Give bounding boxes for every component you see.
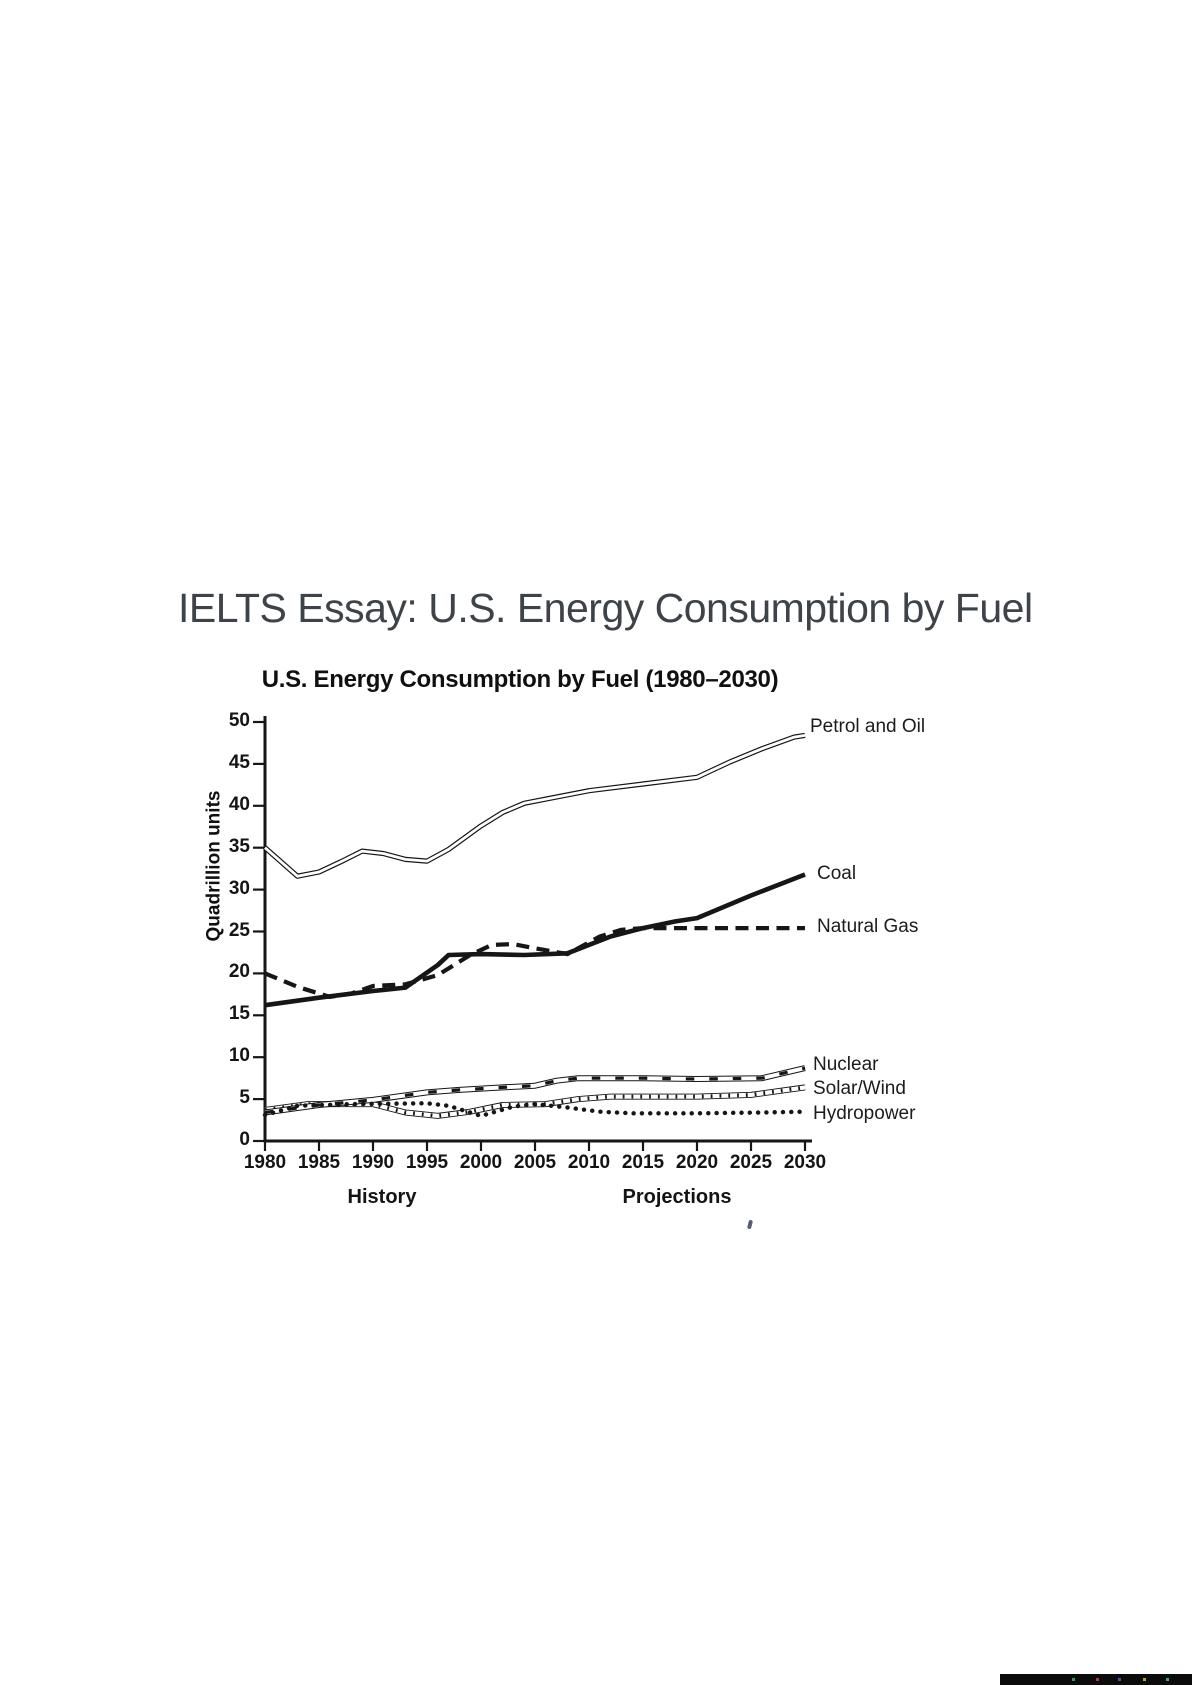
y-tick-label: 45 <box>228 751 250 773</box>
series-label-nuclear: Nuclear <box>813 1054 879 1075</box>
pixel-speck <box>1118 1678 1121 1681</box>
x-tick-label: 2005 <box>513 1152 557 1173</box>
x-tick-label: 1980 <box>243 1152 287 1173</box>
y-tick-label: 20 <box>228 961 250 983</box>
x-tick-label: 2025 <box>729 1152 773 1173</box>
series-line-petrol-and-oil <box>263 732 806 879</box>
series-line-natural-gas <box>264 925 805 1000</box>
pixel-speck <box>1096 1678 1099 1681</box>
x-tick-label: 1985 <box>297 1152 341 1173</box>
pixel-speck <box>1166 1678 1169 1681</box>
chart-title: U.S. Energy Consumption by Fuel (1980–20… <box>261 666 779 693</box>
x-tick-label: 2015 <box>621 1152 665 1173</box>
x-tick-label: 2010 <box>567 1152 611 1173</box>
series-label-hydropower: Hydropower <box>813 1103 916 1124</box>
y-tick-label: 0 <box>239 1129 250 1150</box>
screen-edge-artifact-bar <box>1000 1674 1192 1685</box>
series-label-coal: Coal <box>817 863 857 884</box>
y-tick-label: 35 <box>228 835 250 857</box>
series-line-nuclear <box>264 1066 806 1115</box>
y-tick-label: 10 <box>228 1045 250 1067</box>
series-label-solar-wind: Solar/Wind <box>813 1078 906 1099</box>
series-label-petrol-and-oil: Petrol and Oil <box>810 716 926 737</box>
y-tick-label: 5 <box>239 1087 250 1109</box>
y-tick-label: 50 <box>228 710 250 731</box>
series-label-natural-gas: Natural Gas <box>817 916 919 937</box>
series-line-petrol-and-oil <box>264 734 806 878</box>
history-label: History <box>347 1186 417 1208</box>
x-tick-label: 1995 <box>405 1152 449 1173</box>
series-line-hydropower <box>262 1101 808 1119</box>
x-tick-label: 2020 <box>675 1152 719 1173</box>
page-title: IELTS Essay: U.S. Energy Consumption by … <box>178 585 1033 631</box>
x-tick-label: 1990 <box>351 1152 395 1173</box>
y-tick-label: 15 <box>228 1003 250 1025</box>
x-tick-label: 2030 <box>783 1152 827 1173</box>
x-tick-label: 2000 <box>459 1152 503 1173</box>
pixel-speck <box>1143 1678 1146 1681</box>
series-line-coal <box>264 872 806 1008</box>
pixel-speck <box>1072 1678 1075 1681</box>
y-tick-label: 25 <box>228 919 250 941</box>
projections-label: Projections <box>622 1186 732 1208</box>
y-tick-label: 30 <box>228 877 250 899</box>
y-tick-label: 40 <box>228 793 250 815</box>
